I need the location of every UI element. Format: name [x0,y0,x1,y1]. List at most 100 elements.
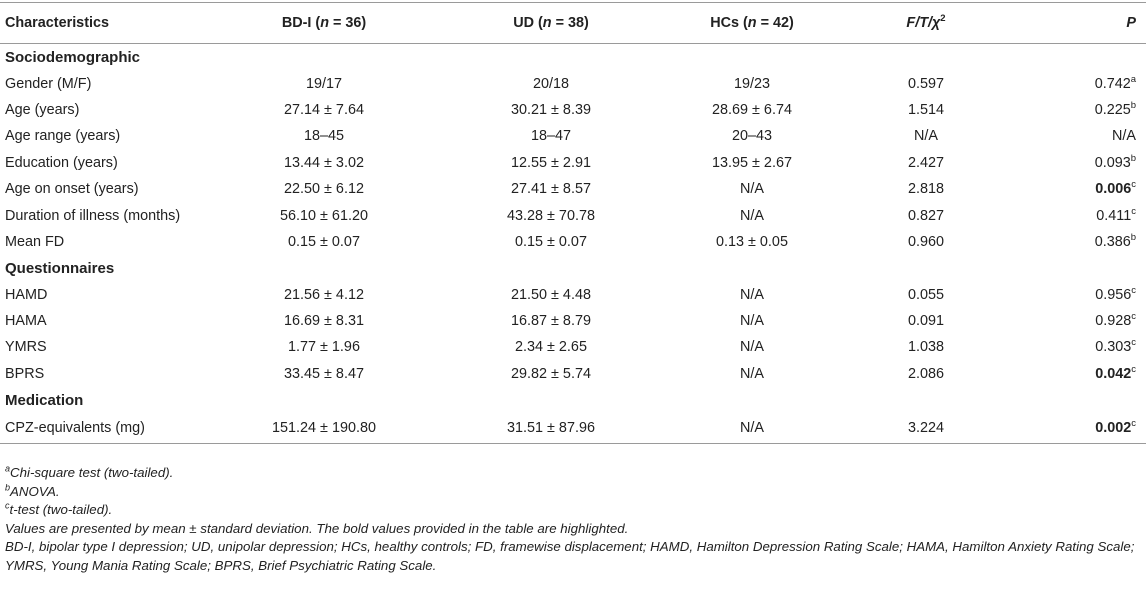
header-hcs: HCs (n = 42) [668,2,836,44]
footnote: Values are presented by mean ± standard … [5,520,1141,539]
bd-i-value: 16.69 ± 8.31 [284,313,364,330]
p-value: 0.956 [1095,286,1132,303]
p-value-footnote-marker: c [1131,284,1136,296]
hcs-value: N/A [740,339,764,356]
p-value-cell: 0.093b [1016,150,1146,176]
footnote-text: t-test (two-tailed). [9,502,113,517]
ud-value: 27.41 ± 8.57 [511,181,591,198]
table-header-row: Characteristics BD-I (n = 36) UD (n = 38) H… [0,2,1146,44]
p-value: 0.042 [1095,365,1132,382]
table-body: Sociodemographic Gender (M/F) 19/17 20/18 19… [0,44,1146,445]
section-row: Medication [0,387,1146,413]
header-text-part: 2 [940,13,946,25]
statistic-value: 0.055 [907,286,944,303]
footnote-text: Values are presented by mean ± standard … [5,520,629,536]
table-footnotes: aChi-square test (two-tailed). bANOVA. ct-… [5,464,1141,575]
p-value-footnote-marker: c [1131,364,1136,376]
bd-i-value: 19/17 [305,75,342,92]
footnote: ct-test (two-tailed). [5,501,1141,520]
table-row: BPRS 33.45 ± 8.47 29.82 ± 5.74 N/A 2.086 0.04… [0,361,1146,387]
row-label: Age (years) [5,101,80,118]
table-row: Age range (years) 18–45 18–47 20–43 N/A N/A [0,123,1146,149]
footnote-text: Chi-square test (two-tailed). [10,465,174,480]
footnote-text: ANOVA. [10,483,60,499]
section-row: Sociodemographic [0,44,1146,71]
row-label: Gender (M/F) [5,75,92,92]
section-title: Questionnaires [5,259,115,277]
p-value-cell: 0.225b [1016,97,1146,123]
row-label: HAMA [5,313,47,330]
p-value-footnote-marker: c [1131,418,1136,430]
row-label: Age range (years) [5,128,121,145]
bd-i-value: 33.45 ± 8.47 [284,365,364,382]
table-row: YMRS 1.77 ± 1.96 2.34 ± 2.65 N/A 1.038 0.303c [0,334,1146,360]
footnote: aChi-square test (two-tailed). [5,464,1141,483]
footnote-marker: b [5,482,11,493]
p-value: N/A [1112,128,1136,145]
header-text-part: F/T/χ [906,15,941,31]
row-label: Mean FD [5,233,65,250]
bd-i-value: 151.24 ± 190.80 [214,413,434,445]
p-value-cell: 0.303c [1016,334,1146,360]
ud-value: 21.50 ± 4.48 [511,286,591,303]
p-value-cell: 0.956c [1016,282,1146,308]
p-value: 0.928 [1095,313,1132,330]
hcs-value: N/A [668,413,836,445]
ud-value: 2.34 ± 2.65 [515,339,587,356]
bd-i-value: 18–45 [303,128,345,145]
footnote-marker: a [5,463,11,474]
row-label: Duration of illness (months) [5,207,181,224]
p-value: 0.225 [1094,101,1131,118]
footnote-text: BD-I, bipolar type I depression; UD, uni… [5,539,1135,573]
row-label: BPRS [5,365,45,382]
p-value-footnote-marker: b [1130,232,1136,244]
ud-value: 43.28 ± 70.78 [507,207,595,224]
characteristics-table: Characteristics BD-I (n = 36) UD (n = 38) H… [0,2,1146,445]
statistic-value: 2.427 [907,154,944,171]
row-label: Age on onset (years) [5,181,139,198]
header-bd-i: BD-I (n = 36) [214,2,434,44]
row-label: YMRS [5,339,47,356]
table-row: Duration of illness (months) 56.10 ± 61.2… [0,202,1146,228]
header-text-part: UD ( [513,15,543,31]
p-value-cell: N/A [1016,123,1146,149]
section-title: Medication [5,391,84,409]
row-label: CPZ-equivalents (mg) [0,413,214,445]
table-row: Mean FD 0.15 ± 0.07 0.15 ± 0.07 0.13 ± 0.05… [0,229,1146,255]
statistic-value: 2.818 [907,181,944,198]
p-value: 0.742 [1094,75,1131,92]
p-value-footnote-marker: c [1131,337,1136,349]
table-row: HAMD 21.56 ± 4.12 21.50 ± 4.48 N/A 0.055 0.95… [0,282,1146,308]
header-text-part: BD-I ( [281,15,321,31]
statistic-value: 3.224 [836,413,1016,445]
bd-i-value: 22.50 ± 6.12 [284,181,364,198]
header-text-part: n [320,15,329,31]
header-characteristics: Characteristics [0,2,214,44]
statistic-value: N/A [914,128,938,145]
header-text-part: = 38) [551,15,589,31]
header-text-part: n [747,15,757,31]
header-text-part: HCs ( [710,15,748,31]
table-row: Age on onset (years) 22.50 ± 6.12 27.41 ± … [0,176,1146,202]
p-value-footnote-marker: c [1131,179,1136,191]
header-text-part: = 36) [328,15,367,31]
section-row: Questionnaires [0,255,1146,281]
statistic-value: 1.038 [907,339,944,356]
p-value: 0.006 [1095,181,1132,198]
p-value-cell: 0.411c [1016,202,1146,228]
header-p-value: P [1016,2,1146,44]
header-text-part: Characteristics [5,15,109,31]
p-value-cell: 0.042c [1016,361,1146,387]
section-title: Sociodemographic [5,48,141,66]
table-row: CPZ-equivalents (mg) 151.24 ± 190.80 31.51… [0,413,1146,445]
row-label: HAMD [5,286,48,303]
p-value: 0.093 [1094,154,1131,171]
hcs-value: 28.69 ± 6.74 [712,101,792,118]
header-text-part: P [1126,15,1136,31]
ud-value: 0.15 ± 0.07 [515,233,587,250]
hcs-value: N/A [740,313,764,330]
ud-value: 31.51 ± 87.96 [434,413,668,445]
hcs-value: 0.13 ± 0.05 [716,233,788,250]
hcs-value: N/A [740,181,764,198]
bd-i-value: 21.56 ± 4.12 [284,286,364,303]
